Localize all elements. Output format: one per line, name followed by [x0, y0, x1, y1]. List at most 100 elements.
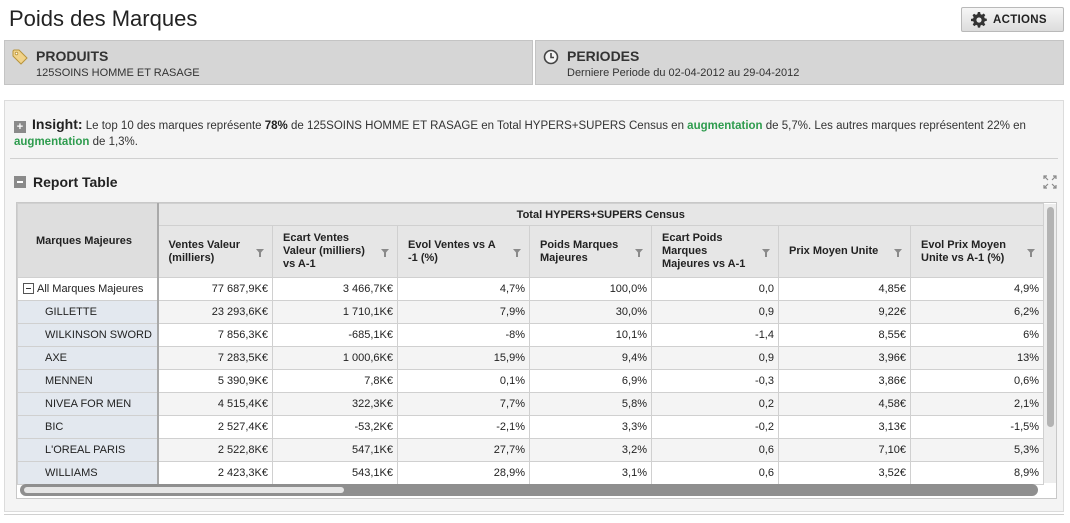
table-row[interactable]: MENNEN 5 390,9K€ 7,8K€ 0,1% 6,9% -0,3 3,86€ 0,6… [17, 369, 1045, 393]
table-cell: 7,9% [397, 300, 530, 324]
actions-button[interactable]: ACTIONS [961, 7, 1064, 32]
row-label-text: WILKINSON SWORD [45, 329, 152, 341]
table-cell: 9,4% [529, 346, 652, 370]
table-cell: 7,10€ [778, 438, 911, 462]
row-label: L'OREAL PARIS [17, 438, 159, 462]
table-cell: 0,9 [651, 346, 779, 370]
group-header: Total HYPERS+SUPERS Census [156, 203, 1045, 226]
table-cell: 3,1% [529, 461, 652, 485]
table-cell: 0,6% [909, 369, 1045, 393]
filter-icon[interactable] [256, 248, 264, 257]
row-label: AXE [17, 346, 159, 370]
row-label: NIVEA FOR MEN [17, 392, 159, 416]
filter-icon[interactable] [635, 248, 643, 257]
table-row[interactable]: L'OREAL PARIS 2 522,8K€ 547,1K€ 27,7% 3,2% 0,… [17, 438, 1045, 462]
insight-highlight: augmentation [687, 120, 763, 132]
filter-icon[interactable] [762, 248, 770, 257]
table-cell: 4,9% [909, 277, 1045, 301]
row-header-title: Marques Majeures [17, 203, 159, 278]
table-cell: 0,6 [651, 461, 779, 485]
column-header[interactable]: Poids Marques Majeures [529, 225, 652, 278]
filter-icon[interactable] [513, 248, 521, 257]
table-cell: -53,2K€ [272, 415, 398, 439]
table-cell: 7,8K€ [272, 369, 398, 393]
filter-icon[interactable] [1027, 248, 1036, 257]
table-cell: 2 527,4K€ [157, 415, 273, 439]
row-label: MENNEN [17, 369, 159, 393]
insight-text-part: de 5,7%. Les autres marques représentent… [762, 120, 1026, 132]
column-header[interactable]: Evol Prix Moyen Unite vs A-1 (%) [909, 225, 1045, 278]
actions-label: ACTIONS [993, 13, 1047, 26]
table-cell: 30,0% [529, 300, 652, 324]
table-cell: 6,9% [529, 369, 652, 393]
table-cell: 3,2% [529, 438, 652, 462]
filter-produits[interactable]: PRODUITS 125SOINS HOMME ET RASAGE [4, 40, 533, 85]
expand-insight-icon[interactable]: + [14, 121, 26, 133]
table-cell: -0,2 [651, 415, 779, 439]
table-cell: -2,1% [397, 415, 530, 439]
vertical-scroll-thumb[interactable] [1047, 207, 1054, 427]
insight-text-part: de 125SOINS HOMME ET RASAGE en Total HYP… [287, 120, 688, 132]
column-header-label: Prix Moyen Unite [789, 245, 879, 257]
table-cell: 8,55€ [778, 323, 911, 347]
column-header[interactable]: Ecart Ventes Valeur (milliers) vs A-1 [272, 225, 398, 278]
table-cell: 4,85€ [778, 277, 911, 301]
filter-periodes[interactable]: PERIODES Derniere Periode du 02-04-2012 … [535, 40, 1064, 85]
table-cell: 77 687,9K€ [157, 277, 273, 301]
table-cell: 10,1% [529, 323, 652, 347]
table-cell: 28,9% [397, 461, 530, 485]
filter-icon[interactable] [894, 248, 902, 257]
table-row[interactable]: WILLIAMS 2 423,3K€ 543,1K€ 28,9% 3,1% 0,6 3,52… [17, 461, 1045, 485]
column-header[interactable]: Ventes Valeur (milliers) [157, 225, 273, 278]
column-header[interactable]: Evol Ventes vs A -1 (%) [397, 225, 530, 278]
fullscreen-icon[interactable] [1043, 175, 1057, 189]
table-cell: 4,58€ [778, 392, 911, 416]
table-cell: -8% [397, 323, 530, 347]
table-cell: 1 000,6K€ [272, 346, 398, 370]
table-cell: -1,5% [909, 415, 1045, 439]
row-label: WILLIAMS [17, 461, 159, 485]
collapse-tree-icon[interactable] [23, 283, 34, 294]
table-cell: 100,0% [529, 277, 652, 301]
table-cell: 1 710,1K€ [272, 300, 398, 324]
report-table-header[interactable]: Report Table [14, 174, 118, 190]
horizontal-scroll-thumb[interactable] [24, 487, 344, 493]
column-header[interactable]: Ecart Poids Marques Majeures vs A-1 [651, 225, 779, 278]
table-row[interactable]: AXE 7 283,5K€ 1 000,6K€ 15,9% 9,4% 0,9 3,96€ 13… [17, 346, 1045, 370]
filter-icon[interactable] [381, 248, 389, 257]
table-row[interactable]: All Marques Majeures 77 687,9K€ 3 466,7K€ 4… [17, 277, 1045, 301]
table-row[interactable]: GILLETTE 23 293,6K€ 1 710,1K€ 7,9% 30,0% 0,9 9… [17, 300, 1045, 324]
table-cell: 543,1K€ [272, 461, 398, 485]
vertical-scrollbar[interactable] [1044, 204, 1056, 483]
row-label-text: AXE [45, 352, 68, 364]
divider [4, 514, 1064, 515]
table-cell: 0,2 [651, 392, 779, 416]
table-cell: 4,7% [397, 277, 530, 301]
horizontal-scrollbar[interactable] [20, 484, 1038, 496]
table-row[interactable]: NIVEA FOR MEN 4 515,4K€ 322,3K€ 7,7% 5,8% 0,2… [17, 392, 1045, 416]
table-cell: 0,6 [651, 438, 779, 462]
table-row[interactable]: BIC 2 527,4K€ -53,2K€ -2,1% 3,3% -0,2 3,13€ -1,… [17, 415, 1045, 439]
insight-text-part: de 1,3%. [89, 136, 138, 148]
table-cell: 3 466,7K€ [272, 277, 398, 301]
table-cell: 7 283,5K€ [157, 346, 273, 370]
tag-icon [12, 49, 28, 65]
row-label-text: NIVEA FOR MEN [45, 398, 132, 410]
table-cell: 3,3% [529, 415, 652, 439]
column-header[interactable]: Prix Moyen Unite [778, 225, 911, 278]
row-label: BIC [17, 415, 159, 439]
table-row[interactable]: WILKINSON SWORD 7 856,3K€ -685,1K€ -8% 10,1%… [17, 323, 1045, 347]
table-cell: 547,1K€ [272, 438, 398, 462]
insight-percent: 78% [264, 120, 288, 132]
table-cell: -1,4 [651, 323, 779, 347]
insight-highlight: augmentation [14, 136, 90, 148]
row-label[interactable]: All Marques Majeures [17, 277, 159, 301]
table-cell: 6,2% [909, 300, 1045, 324]
table-cell: 3,13€ [778, 415, 911, 439]
table-cell: 27,7% [397, 438, 530, 462]
table-cell: 3,52€ [778, 461, 911, 485]
table-cell: 2 423,3K€ [157, 461, 273, 485]
collapse-icon[interactable] [14, 176, 26, 188]
table-cell: 23 293,6K€ [157, 300, 273, 324]
table-cell: 0,1% [397, 369, 530, 393]
